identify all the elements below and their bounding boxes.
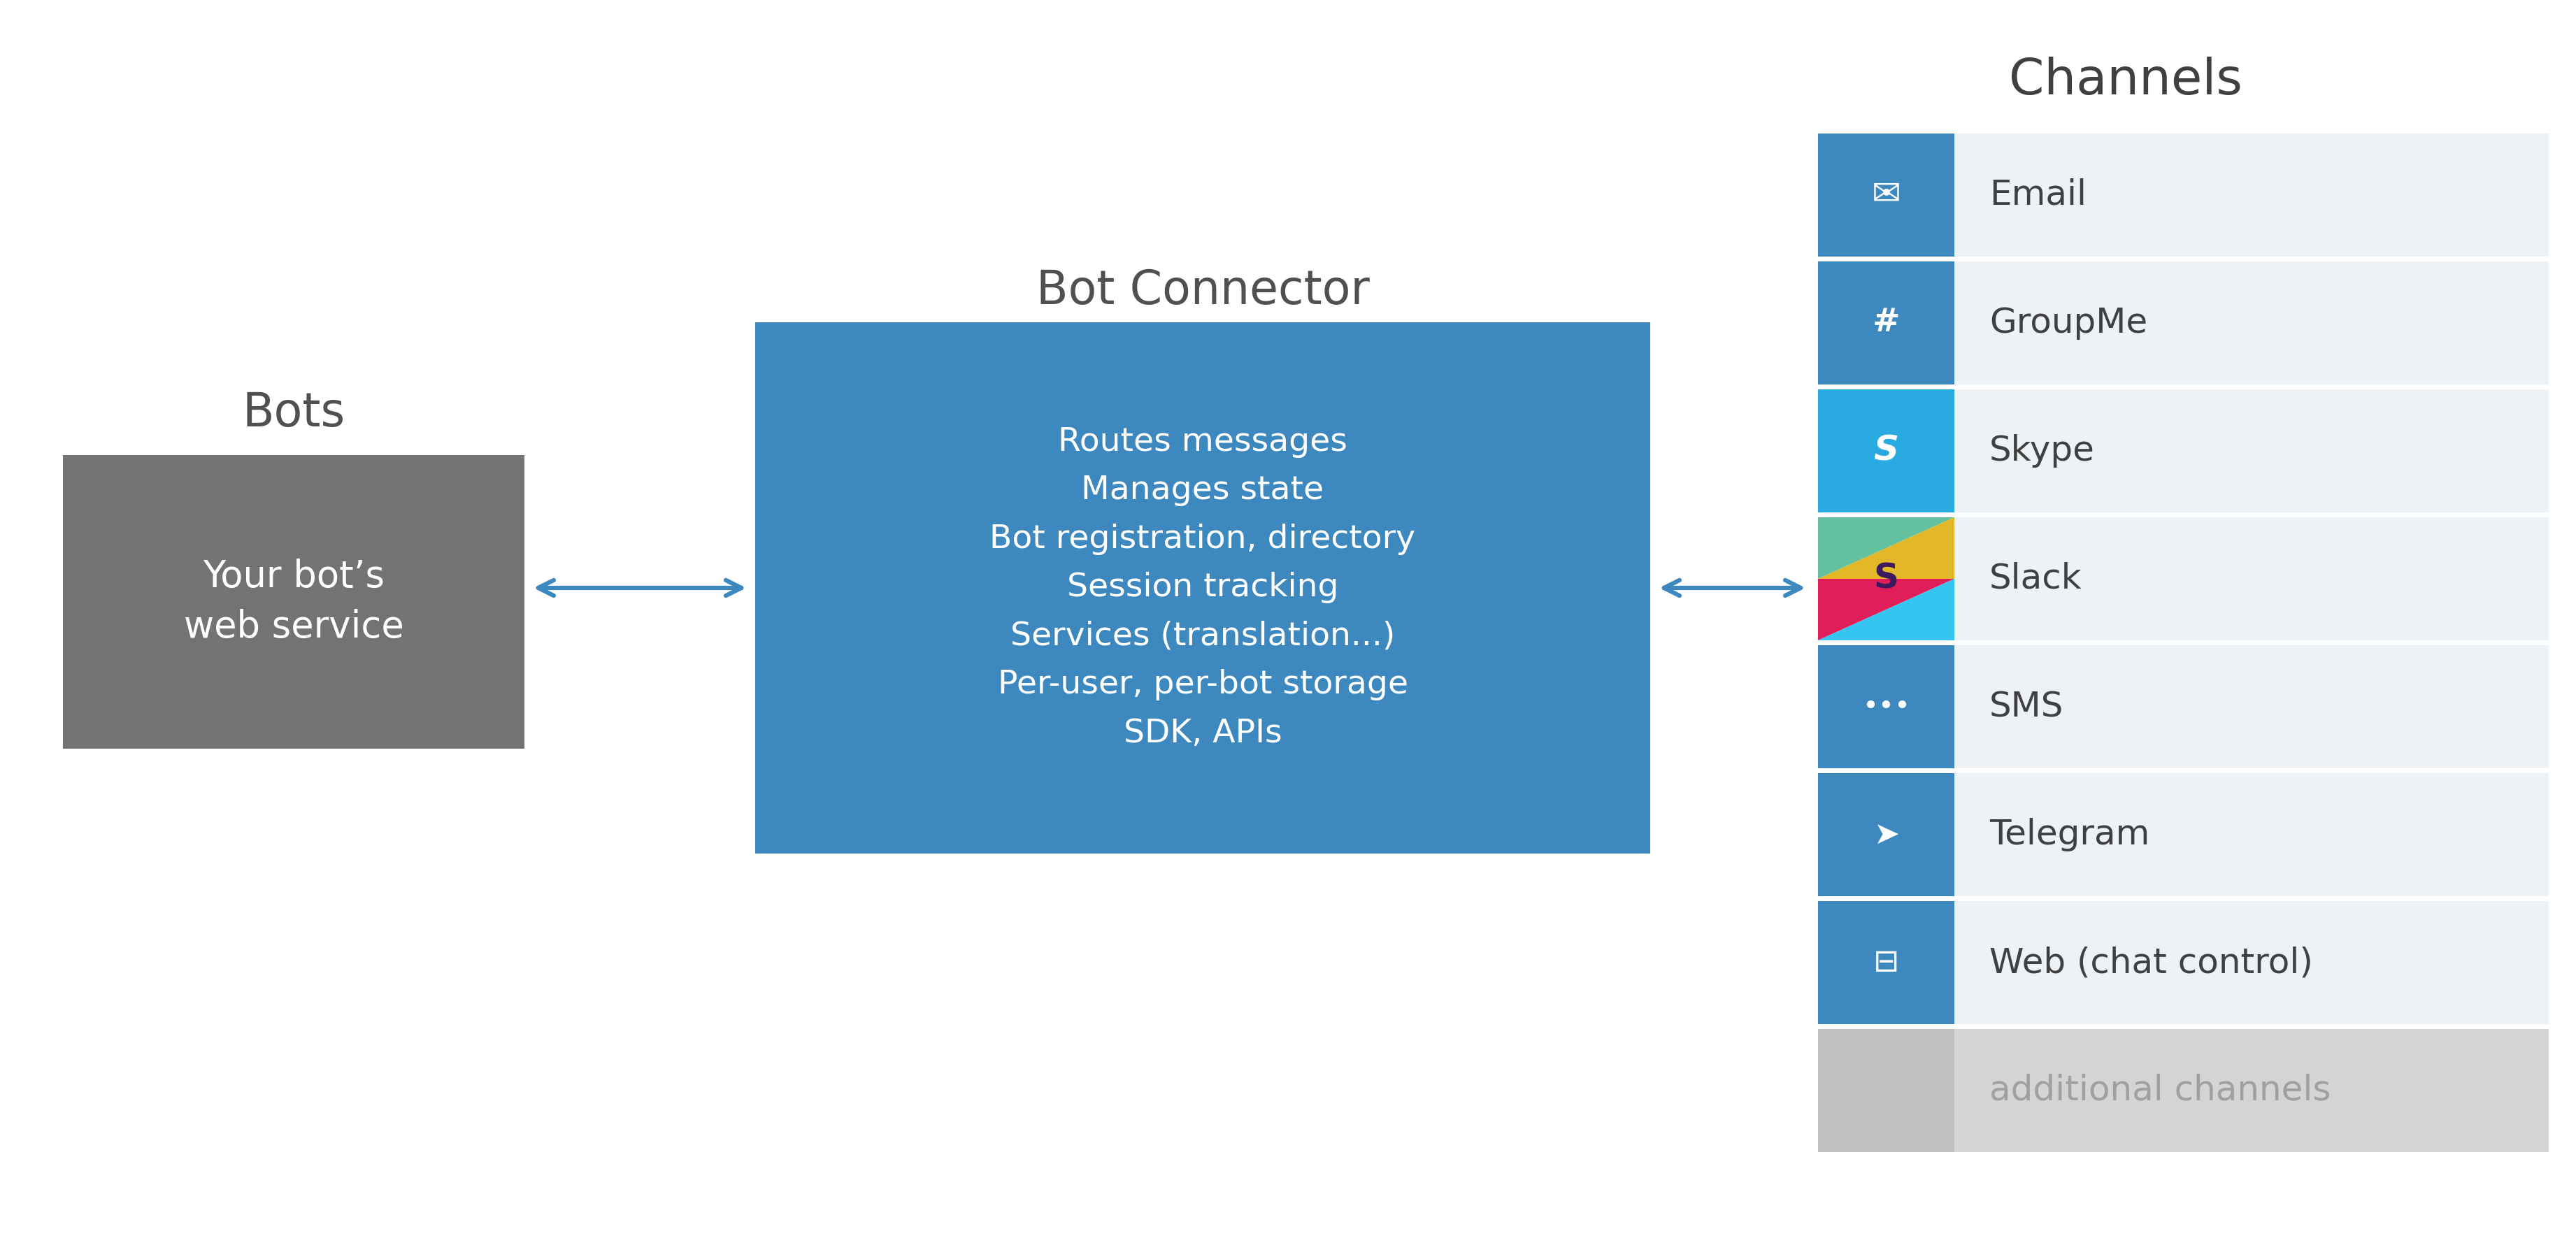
- Polygon shape: [1819, 517, 1955, 579]
- Text: Web (chat control): Web (chat control): [1989, 946, 2313, 979]
- Bar: [1819, 774, 2548, 896]
- Bar: [1819, 901, 2548, 1024]
- Text: #: #: [1873, 307, 1901, 339]
- Text: additional channels: additional channels: [1989, 1073, 2331, 1107]
- Bar: [1819, 134, 1955, 256]
- Bar: [1819, 901, 1955, 1024]
- Text: Skype: Skype: [1989, 435, 2094, 468]
- Text: ✉: ✉: [1873, 178, 1901, 212]
- Text: Your bot’s
web service: Your bot’s web service: [183, 558, 404, 645]
- Text: •••: •••: [1862, 693, 1911, 721]
- Polygon shape: [1819, 579, 1955, 640]
- Bar: [1819, 261, 2548, 385]
- Text: Bot Connector: Bot Connector: [1036, 267, 1370, 314]
- Text: ⊟: ⊟: [1873, 947, 1899, 978]
- Text: S: S: [1873, 435, 1899, 468]
- Bar: [1819, 645, 2548, 769]
- Bar: [62, 456, 526, 749]
- Text: GroupMe: GroupMe: [1989, 306, 2148, 339]
- Bar: [1819, 390, 2548, 513]
- Bar: [1819, 390, 1955, 513]
- Bar: [1819, 261, 1955, 385]
- Polygon shape: [1819, 517, 1955, 579]
- Bar: [1819, 517, 2548, 640]
- Bar: [1819, 645, 1955, 769]
- Bar: [1819, 774, 1955, 896]
- Text: Telegram: Telegram: [1989, 818, 2151, 852]
- Text: Slack: Slack: [1989, 562, 2081, 595]
- Bar: [1819, 134, 2548, 256]
- Text: Bots: Bots: [242, 390, 345, 436]
- Text: Routes messages
Manages state
Bot registration, directory
Session tracking
Servi: Routes messages Manages state Bot regist…: [989, 426, 1417, 749]
- Bar: [755, 322, 1651, 853]
- Text: S: S: [1873, 562, 1899, 595]
- Text: Email: Email: [1989, 178, 2087, 212]
- Text: ➤: ➤: [1873, 820, 1899, 849]
- Text: SMS: SMS: [1989, 690, 2063, 723]
- Polygon shape: [1819, 579, 1955, 640]
- Bar: [1819, 1029, 2548, 1153]
- Bar: [1819, 1029, 1955, 1153]
- Text: Channels: Channels: [2009, 57, 2244, 105]
